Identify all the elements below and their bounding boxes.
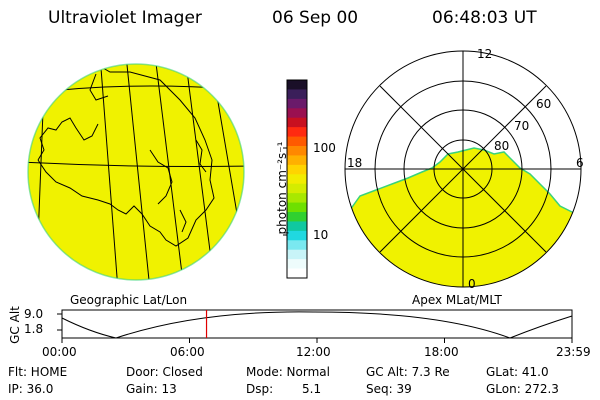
colorbar-segment [287, 108, 307, 119]
colorbar-segment [287, 136, 307, 147]
ip-info: IP: 36.0 [8, 382, 54, 396]
time-label: 06:48:03 UT [432, 8, 537, 28]
colorbar-segment [287, 268, 307, 279]
time-tick-0600: 06:00 [170, 345, 205, 359]
mode-info: Mode: Normal [246, 365, 330, 379]
colorbar-segment [287, 240, 307, 251]
mlt-label-0: 0 [468, 277, 476, 291]
flt-info: Flt: HOME [8, 365, 68, 379]
aurora-region [345, 147, 581, 287]
geographic-caption: Geographic Lat/Lon [70, 293, 188, 307]
time-tick-2359: 23:59 [556, 345, 591, 359]
colorbar-segment [287, 221, 307, 232]
door-info: Door: Closed [126, 365, 203, 379]
colorbar-tick-100: 100 [313, 141, 336, 155]
colorbar-segment [287, 174, 307, 185]
colorbar-segment [287, 230, 307, 241]
seq-info: Seq: 39 [366, 382, 412, 396]
dsp-value: 5.1 [302, 382, 322, 396]
mlat-label-60: 60 [536, 97, 552, 111]
date-label: 06 Sep 00 [272, 8, 359, 28]
colorbar-segment [287, 89, 307, 100]
dsp-label: Dsp: [246, 382, 274, 396]
colorbar-segment [287, 249, 307, 260]
gc-alt-axis-label: GC Alt [8, 306, 22, 344]
colorbar-segment [287, 80, 307, 90]
colorbar-segment [287, 127, 307, 138]
colorbar-segment [287, 164, 307, 175]
apex-caption: Apex MLat/MLT [412, 293, 502, 307]
colorbar-segment [287, 117, 307, 128]
colorbar-segment [287, 183, 307, 194]
colorbar-segment [287, 193, 307, 204]
colorbar-segment [287, 212, 307, 222]
altitude-curve [61, 311, 573, 339]
mlat-label-80: 80 [494, 139, 510, 153]
colorbar-segment [287, 98, 307, 109]
colorbar-segment [287, 202, 307, 213]
mlt-label-12: 12 [477, 47, 493, 61]
colorbar-segment [287, 155, 307, 166]
glon-info: GLon: 272.3 [486, 382, 559, 396]
alt-ymin-label: 1.8 [24, 322, 44, 336]
colorbar-segment [287, 146, 307, 156]
instrument-title: Ultraviolet Imager [48, 8, 202, 28]
colorbar-segment [287, 259, 307, 270]
time-tick-0000: 00:00 [42, 345, 77, 359]
mlat-label-70: 70 [514, 119, 530, 133]
alt-ymax-label: 9.0 [24, 307, 44, 321]
mlt-label-18: 18 [347, 156, 363, 170]
colorbar-unit-label: photon cm⁻²s⁻¹ [275, 141, 289, 235]
globe-disk [28, 64, 244, 280]
colorbar-tick-10: 10 [313, 228, 329, 242]
time-tick-1800: 18:00 [424, 345, 459, 359]
mlt-label-6: 6 [576, 156, 584, 170]
time-tick-1200: 12:00 [296, 345, 331, 359]
gc-alt-info: GC Alt: 7.3 Re [366, 365, 450, 379]
gain-info: Gain: 13 [126, 382, 177, 396]
glat-info: GLat: 41.0 [486, 365, 549, 379]
